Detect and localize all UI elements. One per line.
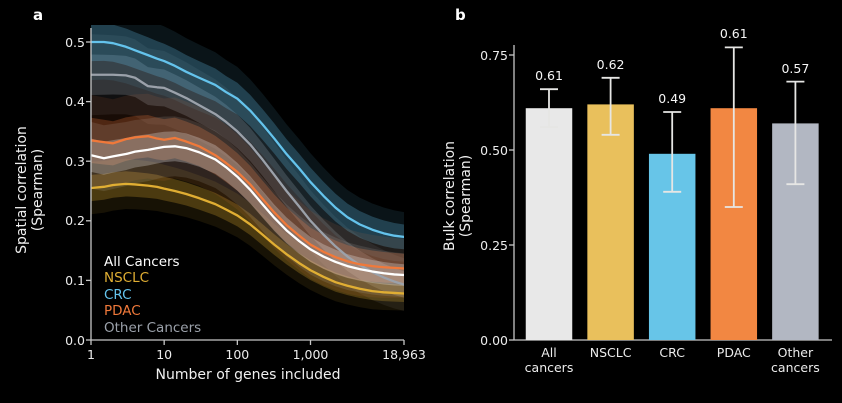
panel-a-x-tick-label: 10 bbox=[156, 347, 173, 362]
error-bar-nsclc bbox=[601, 76, 620, 136]
nsclc-band bbox=[91, 171, 404, 303]
panel-a-x-tick-label: 100 bbox=[225, 347, 250, 362]
pdac-band bbox=[91, 114, 404, 284]
panel-b-y-tick-label: 0.75 bbox=[480, 47, 508, 63]
panel-b-letter: b bbox=[455, 6, 466, 24]
pdac-band bbox=[91, 93, 404, 298]
bar-value-label-other-cancers: 0.57 bbox=[781, 60, 810, 76]
panel-a-plot-area bbox=[91, 25, 404, 311]
crc-line bbox=[91, 40, 404, 239]
panel-a-y-tick-label: 0.1 bbox=[65, 272, 85, 288]
bar-all-cancers bbox=[525, 108, 573, 340]
panel-a-x-tick-label: 1 bbox=[87, 347, 95, 362]
bar-category-label-other-cancers: Other cancers bbox=[771, 345, 820, 375]
bar-category-label-crc: CRC bbox=[659, 345, 685, 360]
bar-category-label-pdac: PDAC bbox=[716, 345, 751, 360]
error-bar-crc bbox=[663, 111, 682, 193]
panel-a-y-tick-label: 0.4 bbox=[65, 94, 85, 110]
other-cancers-band bbox=[91, 34, 404, 311]
error-bar-other-cancers bbox=[786, 80, 805, 186]
error-bar-all-cancers bbox=[540, 88, 558, 129]
bar-nsclc bbox=[587, 104, 634, 341]
panel-a-legend: All Cancers NSCLC CRC PDAC Other Cancers bbox=[104, 254, 201, 336]
crc-band bbox=[91, 25, 404, 250]
legend-item-pdac: PDAC bbox=[104, 303, 141, 320]
panel-b-y-tick-label: 0.00 bbox=[480, 332, 508, 348]
bar-value-label-all-cancers: 0.61 bbox=[535, 68, 563, 84]
panel-a-y-tick-label: 0.5 bbox=[65, 34, 85, 50]
other-cancers-line bbox=[91, 73, 404, 286]
panel-a-x-axis-label: Number of genes included bbox=[155, 367, 341, 383]
nsclc-line bbox=[91, 182, 404, 295]
legend-item-other-cancers: Other Cancers bbox=[104, 319, 202, 336]
bar-category-label-all-cancers: All cancers bbox=[524, 345, 574, 375]
crc-band bbox=[91, 25, 404, 262]
bar-category-label-nsclc: NSCLC bbox=[589, 345, 632, 360]
panel-a-y-axis-label: Spatial correlation (Spearman) bbox=[13, 126, 46, 254]
panel-a-y-tick-label: 0.0 bbox=[65, 332, 85, 348]
pdac-line bbox=[91, 135, 404, 270]
panel-a-x-tick-label: 1,000 bbox=[292, 347, 329, 362]
panel-a-y-tick-label: 0.3 bbox=[65, 153, 85, 169]
bar-value-label-pdac: 0.61 bbox=[719, 26, 748, 42]
legend-item-nsclc: NSCLC bbox=[104, 270, 150, 287]
error-bar-pdac bbox=[724, 46, 743, 208]
bar-value-label-crc: 0.49 bbox=[658, 91, 687, 106]
panel-a-y-tick-label: 0.2 bbox=[65, 213, 85, 229]
nsclc-band bbox=[91, 158, 404, 311]
legend-item-all-cancers: All Cancers bbox=[104, 254, 180, 270]
panel-a-x-tick-label: 18,963 bbox=[382, 347, 426, 362]
all-cancers-band bbox=[91, 131, 404, 286]
bar-value-label-nsclc: 0.62 bbox=[596, 56, 625, 72]
legend-item-crc: CRC bbox=[104, 286, 132, 303]
all-cancers-line bbox=[91, 145, 404, 277]
panel-a-letter: a bbox=[33, 6, 44, 24]
panel-b-y-tick-label: 0.50 bbox=[480, 142, 508, 158]
panel-b-y-tick-label: 0.25 bbox=[480, 237, 508, 253]
